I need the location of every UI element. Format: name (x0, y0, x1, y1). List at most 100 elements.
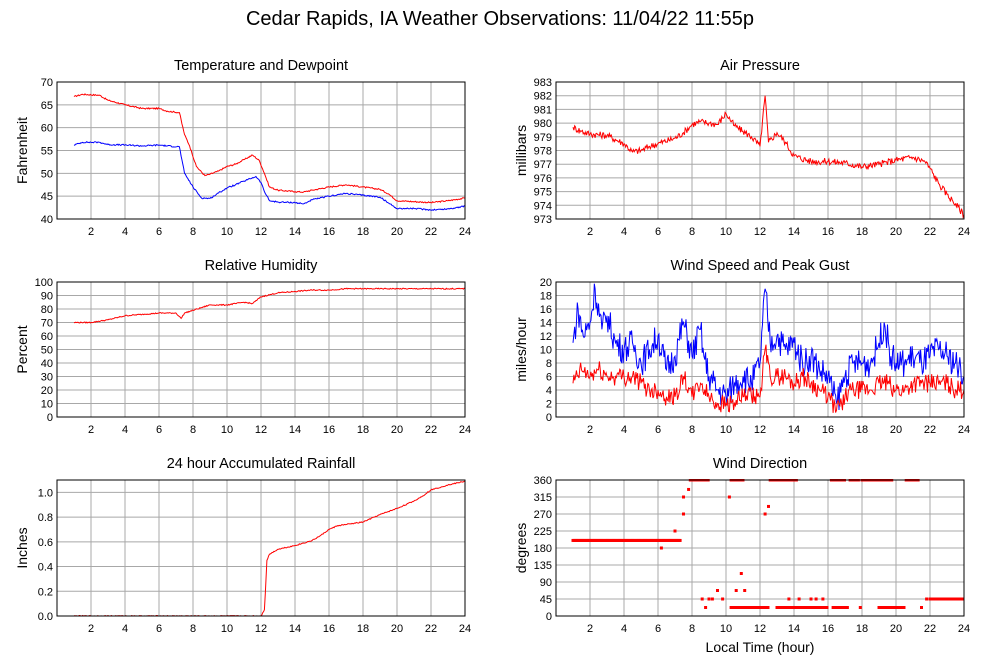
chart-title: Wind Speed and Peak Gust (671, 258, 850, 274)
scatter-point (814, 597, 818, 601)
plot-frame (555, 281, 965, 418)
x-tick-label: 4 (122, 424, 128, 436)
scatter-point (710, 597, 714, 601)
y-tick-label: 60 (41, 123, 53, 135)
y-tick-label: 270 (534, 509, 552, 521)
y-tick-label: 6 (546, 372, 552, 384)
scatter-point (739, 572, 743, 575)
y-tick-label: 135 (534, 560, 552, 572)
grid-lines (57, 82, 465, 219)
x-tick-label: 6 (655, 623, 661, 635)
scatter-point (809, 597, 813, 601)
x-tick-label: 18 (856, 226, 868, 238)
chart-title: Air Pressure (720, 58, 800, 74)
y-tick-label: 8 (546, 358, 552, 370)
x-tick-label: 20 (890, 424, 902, 436)
series-group (572, 95, 964, 219)
y-tick-label: 50 (41, 345, 53, 357)
x-axis-label: Local Time (hour) (706, 639, 815, 655)
scatter-point (682, 512, 685, 516)
x-tick-label: 18 (357, 623, 369, 635)
x-tick-label: 22 (924, 424, 936, 436)
x-tick-label: 18 (357, 424, 369, 436)
series-group (571, 479, 964, 609)
series-line-temp-1 (73, 141, 465, 211)
x-tick-label: 2 (587, 424, 593, 436)
plot-frame (56, 479, 466, 617)
x-tick-label: 6 (156, 623, 162, 635)
y-axis-label: degrees (513, 523, 529, 574)
y-axis-label: millibars (513, 125, 529, 176)
scatter-point (743, 589, 747, 592)
chart-wind: 2 4 6 8 10 12 14 16 18 20 22 2402468101214161820Win… (513, 258, 970, 436)
x-tick-label: 24 (459, 424, 471, 436)
x-tick-label: 14 (289, 226, 301, 238)
x-tick-label: 22 (924, 226, 936, 238)
x-tick-label: 16 (822, 226, 834, 238)
x-tick-label: 4 (122, 623, 128, 635)
x-tick-label: 24 (459, 623, 471, 635)
x-tick-label: 10 (720, 623, 732, 635)
y-tick-label: 0 (546, 611, 552, 623)
x-tick-label: 2 (88, 226, 94, 238)
x-tick-label: 8 (190, 623, 196, 635)
y-tick-label: 0.0 (38, 611, 53, 623)
y-axis-label: miles/hour (513, 317, 529, 382)
scatter-point (961, 597, 964, 601)
y-tick-label: 65 (41, 100, 53, 112)
x-tick-label: 24 (958, 424, 970, 436)
y-tick-label: 55 (41, 146, 53, 158)
x-tick-label: 12 (754, 424, 766, 436)
x-tick-label: 20 (391, 226, 403, 238)
x-tick-label: 16 (323, 623, 335, 635)
chart-pressure: 2 4 6 8 10 12 14 16 18 20 22 2497397497597697797897… (513, 58, 970, 238)
x-tick-label: 22 (425, 424, 437, 436)
x-tick-label: 12 (754, 623, 766, 635)
x-tick-label: 4 (122, 226, 128, 238)
y-tick-label: 982 (534, 91, 552, 103)
x-tick-label: 24 (459, 226, 471, 238)
y-tick-label: 70 (41, 318, 53, 330)
series-line-wind-0 (572, 283, 964, 411)
y-tick-label: 975 (534, 187, 552, 199)
x-tick-label: 22 (425, 623, 437, 635)
grid-lines (556, 82, 964, 219)
y-tick-label: 315 (534, 492, 552, 504)
y-tick-label: 180 (534, 543, 552, 555)
y-tick-label: 12 (540, 331, 552, 343)
y-tick-label: 979 (534, 132, 552, 144)
scatter-point (858, 606, 862, 609)
grid-lines (57, 480, 465, 616)
x-tick-label: 20 (890, 623, 902, 635)
scatter-point (687, 487, 691, 491)
x-tick-label: 8 (689, 623, 695, 635)
y-tick-label: 980 (534, 118, 552, 130)
x-tick-label: 14 (788, 226, 800, 238)
x-tick-label: 24 (958, 226, 970, 238)
plot-frame (56, 281, 466, 418)
y-tick-label: 80 (41, 304, 53, 316)
chart-rain: 2 4 6 8 10 12 14 16 18 20 22 240.00.20.40.60.81.024… (14, 456, 471, 635)
x-tick-label: 14 (788, 623, 800, 635)
y-tick-label: 18 (540, 291, 552, 303)
y-tick-label: 10 (540, 345, 552, 357)
scatter-point (659, 546, 663, 550)
scatter-point (727, 495, 731, 499)
x-tick-label: 4 (621, 623, 627, 635)
x-tick-label: 22 (924, 623, 936, 635)
x-tick-label: 2 (88, 623, 94, 635)
plot-frame (555, 479, 965, 617)
y-tick-label: 10 (41, 399, 53, 411)
plot-frame (56, 81, 466, 220)
y-tick-label: 0.6 (38, 537, 53, 549)
series-group (572, 283, 964, 413)
scatter-point (787, 597, 791, 601)
x-tick-label: 6 (156, 424, 162, 436)
x-tick-label: 2 (587, 226, 593, 238)
y-tick-label: 974 (534, 200, 552, 212)
x-tick-label: 12 (754, 226, 766, 238)
series-group (73, 480, 465, 617)
y-tick-label: 40 (41, 214, 53, 226)
x-tick-label: 6 (655, 226, 661, 238)
